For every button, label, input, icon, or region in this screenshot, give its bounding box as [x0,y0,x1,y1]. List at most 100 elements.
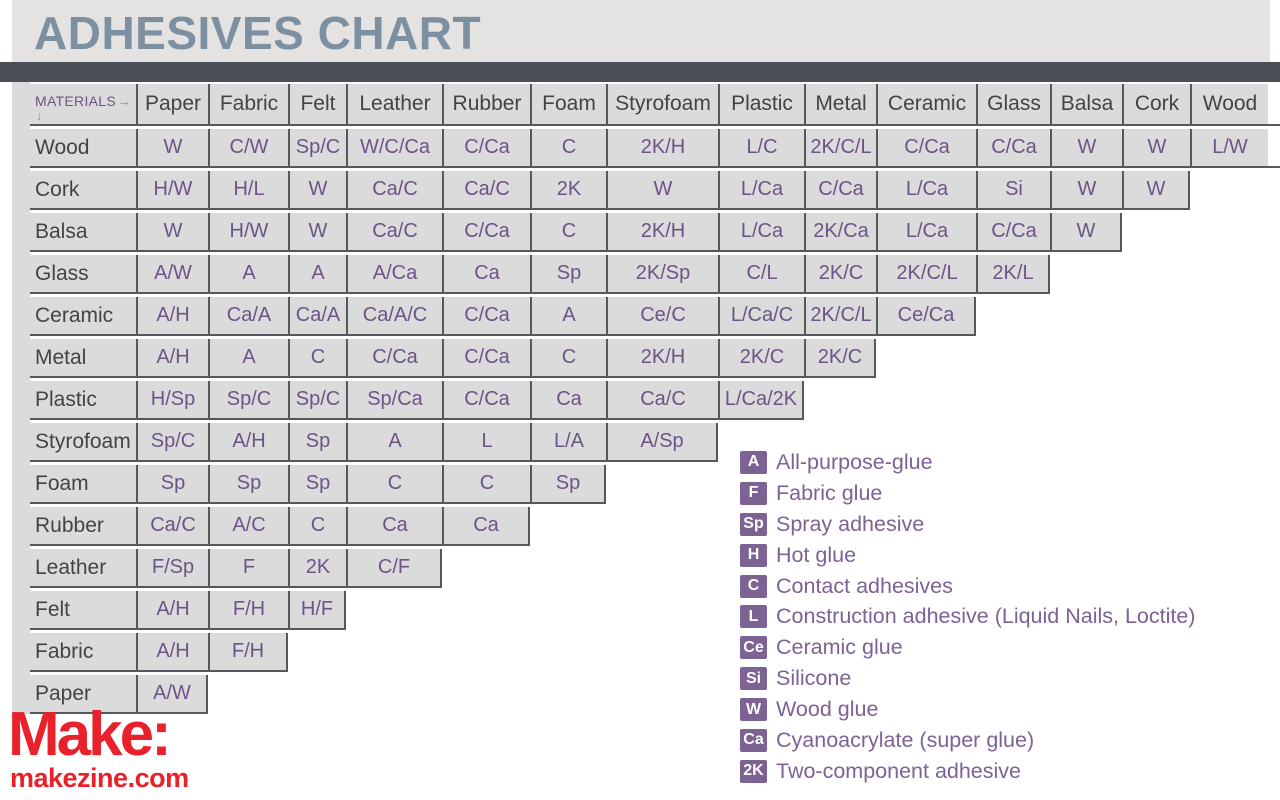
adhesives-table: MATERIALS→ ↓ Paper Fabric Felt Leather Rubbe… [30,84,1268,717]
legend-item-sp: Sp Spray adhesive [740,509,1195,540]
adhesive-cell: Ca/C [346,171,442,208]
brand-site: makezine.com [10,763,189,793]
adhesive-cell: F [208,549,288,586]
row-header-glass: Glass [35,261,89,285]
adhesive-cell: C/Ca [976,129,1050,166]
column-header-wood: Wood [1190,84,1268,124]
adhesive-cell: C/W [208,129,288,166]
column-header-rubber: Rubber [442,84,530,124]
legend-label: Hot glue [776,542,857,567]
adhesive-cell: W [1122,171,1190,208]
legend-badge: 2K [740,759,767,783]
adhesive-cell: Sp [288,465,346,502]
title-band [12,0,1270,62]
adhesive-cell: Ca/C [136,507,208,544]
legend-badge: Sp [740,512,767,536]
adhesive-cell: Sp [530,465,606,502]
adhesive-cell: A/H [136,297,208,334]
adhesive-cell: L/Ca [718,171,804,208]
row-header-leather: Leather [35,555,107,579]
legend-label: Wood glue [776,697,879,722]
row-header-rubber: Rubber [35,513,104,537]
row-header-metal: Metal [35,345,87,369]
adhesive-cell: Sp/C [288,129,346,166]
adhesive-cell: W [1122,129,1190,166]
adhesive-cell: 2K/H [606,129,718,166]
adhesive-cell: Sp [530,255,606,292]
adhesive-cell: C/Ca [876,129,976,166]
adhesive-cell: Ca/A/C [346,297,442,334]
legend: A All-purpose-glue F Fabric glue Sp Spray adh… [740,447,1195,787]
column-header-paper: Paper [136,84,208,124]
legend-item-w: W Wood glue [740,694,1195,725]
adhesive-cell: A/H [136,591,208,628]
adhesive-cell: 2K/C/L [804,297,876,334]
adhesive-cell: A/Ca [346,255,442,292]
adhesive-cell: C [288,507,346,544]
table-row-rubber: Rubber Ca/C A/C C Ca Ca [30,507,530,546]
table-row-styrofoam: Styrofoam Sp/C A/H Sp A L L/A A/Sp [30,423,718,462]
table-row-foam: Foam Sp Sp Sp C C Sp [30,465,606,504]
legend-item-2k: 2K Two-component adhesive [740,756,1195,787]
adhesive-cell: Ca [442,255,530,292]
table-row-metal: Metal A/H A C C/Ca C/Ca C 2K/H 2K/C 2K/C [30,339,876,378]
legend-badge: C [740,574,767,598]
legend-item-c: C Contact adhesives [740,571,1195,602]
brand-name: Make: [8,700,172,769]
adhesive-cell: Sp/Ca [346,381,442,418]
adhesive-cell: Ca [346,507,442,544]
adhesive-cell: F/Sp [136,549,208,586]
legend-item-f: F Fabric glue [740,478,1195,509]
adhesive-cell: L/Ca [876,171,976,208]
table-row-felt: Felt A/H F/H H/F [30,591,346,630]
adhesive-cell: W [288,213,346,250]
adhesive-cell: C/Ca [346,339,442,376]
header-divider-bar [0,62,1280,82]
legend-label: Cyanoacrylate (super glue) [776,727,1035,752]
adhesive-cell: Sp/C [136,423,208,460]
column-header-glass: Glass [976,84,1050,124]
adhesive-cell: A/C [208,507,288,544]
right-edge-line-wood-row [1268,166,1280,168]
adhesive-cell: Ca/C [346,213,442,250]
adhesive-cell: 2K [530,171,606,208]
adhesive-cell: H/W [208,213,288,250]
materials-label: MATERIALS [35,92,117,109]
adhesive-cell: 2K/H [606,339,718,376]
adhesive-cell: C [288,339,346,376]
adhesive-cell: W [1050,171,1122,208]
adhesive-cell: 2K/H [606,213,718,250]
legend-item-l: L Construction adhesive (Liquid Nails, Lo… [740,601,1195,632]
legend-badge: Si [740,667,767,691]
adhesive-cell: A/W [136,675,208,712]
adhesive-cell: Sp/C [288,381,346,418]
row-header-cork: Cork [35,177,80,201]
legend-label: Contact adhesives [776,573,953,598]
adhesive-cell: L/Ca/C [718,297,804,334]
legend-label: Spray adhesive [776,511,925,536]
column-header-styrofoam: Styrofoam [606,84,718,124]
legend-item-ca: Ca Cyanoacrylate (super glue) [740,725,1195,756]
adhesive-cell: A/H [208,423,288,460]
right-arrow-icon: → [117,92,132,109]
adhesive-cell: L/W [1190,129,1268,166]
legend-item-si: Si Silicone [740,663,1195,694]
adhesive-cell: 2K [288,549,346,586]
column-header-felt: Felt [288,84,346,124]
adhesive-cell: A/H [136,339,208,376]
column-header-plastic: Plastic [718,84,804,124]
adhesive-cell: Ca/A [288,297,346,334]
adhesive-cell: 2K/C [804,339,876,376]
page-title: ADHESIVES CHART [34,7,482,59]
adhesive-cell: C/Ca [976,213,1050,250]
adhesive-cell: W [288,171,346,208]
legend-badge: L [740,605,767,629]
table-row-ceramic: Ceramic A/H Ca/A Ca/A Ca/A/C C/Ca A Ce/C L/Ca/C 2… [30,297,976,336]
adhesive-cell: W/C/Ca [346,129,442,166]
adhesive-cell: L/Ca/2K [718,381,804,418]
adhesive-cell: C/L [718,255,804,292]
column-header-ceramic: Ceramic [876,84,976,124]
adhesive-cell: Si [976,171,1050,208]
table-row-leather: Leather F/Sp F 2K C/F [30,549,442,588]
adhesive-cell: Ca/C [606,381,718,418]
